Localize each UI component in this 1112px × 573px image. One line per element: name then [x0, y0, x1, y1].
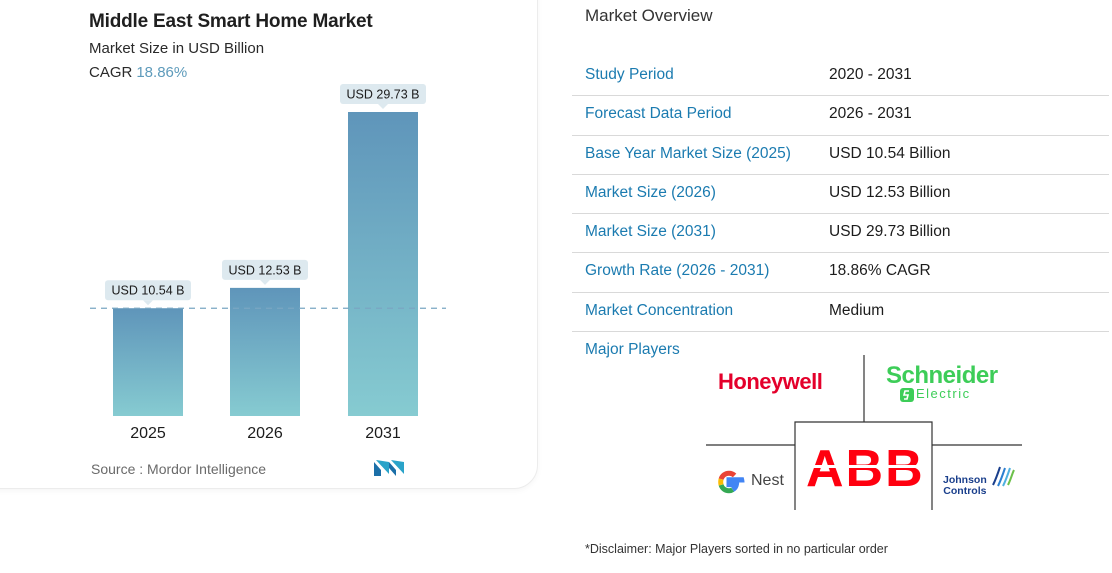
- abb-logo: ABB: [806, 440, 925, 498]
- google-g-icon: [718, 470, 745, 494]
- cagr-value: 18.86%: [136, 64, 188, 81]
- bar-chart: USD 10.54 B 2025 USD 12.53 B 2026 USD 29.73 …: [90, 84, 446, 442]
- overview-value: USD 10.54 Billion: [829, 144, 951, 162]
- overview-value: Medium: [829, 301, 885, 319]
- schneider-logo-sub: Electric: [916, 386, 971, 401]
- data-label-2031: USD 29.73 B: [340, 84, 426, 109]
- overview-label: Study Period: [585, 66, 674, 83]
- overview-row: Growth Rate (2026 - 2031) 18.86% CAGR: [572, 253, 1109, 293]
- data-label-2026: USD 12.53 B: [222, 259, 308, 285]
- overview-value: USD 29.73 Billion: [829, 223, 951, 241]
- overview-row: Study Period 2020 - 2031: [572, 57, 1109, 97]
- nest-logo: Nest: [751, 472, 784, 489]
- johnson-controls-mark-icon: [992, 466, 1015, 487]
- johnson-logo-line1: Johnson: [943, 474, 987, 486]
- mordor-intelligence-logo-icon: [374, 460, 404, 476]
- abb-logo-stripe: [806, 465, 920, 468]
- overview-label: Forecast Data Period: [585, 105, 732, 123]
- overview-row: Base Year Market Size (2025) USD 10.54 B…: [572, 136, 1109, 175]
- schneider-logo: Schneider: [886, 362, 998, 389]
- overview-label: Growth Rate (2026 - 2031): [585, 262, 770, 280]
- bar-2031: [348, 112, 418, 416]
- overview-label: Base Year Market Size (2025): [585, 144, 791, 162]
- bar-2025: [113, 308, 183, 416]
- players-logo-grid: [706, 355, 1022, 510]
- svg-text:USD 10.54 B: USD 10.54 B: [112, 284, 185, 298]
- overview-row: Market Concentration Medium: [572, 293, 1109, 333]
- overview-table: Study Period 2020 - 2031 Forecast Data P…: [572, 57, 1109, 333]
- cagr-label: CAGR: [89, 64, 133, 81]
- chart-title: Middle East Smart Home Market: [89, 11, 373, 32]
- chart-subtitle: Market Size in USD Billion: [89, 40, 265, 57]
- cagr-line: CAGR 18.86%: [89, 64, 187, 81]
- schneider-mark-icon: [900, 388, 914, 402]
- major-players-label: Major Players: [585, 341, 680, 358]
- overview-value: 18.86% CAGR: [829, 262, 931, 280]
- data-label-2025: USD 10.54 B: [105, 280, 191, 306]
- svg-text:USD 29.73 B: USD 29.73 B: [347, 88, 420, 102]
- overview-label: Market Size (2031): [585, 223, 716, 241]
- johnson-logo-line2: Controls: [943, 485, 987, 497]
- overview-row: Market Size (2031) USD 29.73 Billion: [572, 214, 1109, 254]
- bar-2026: [230, 287, 300, 416]
- overview-heading: Market Overview: [585, 6, 713, 25]
- overview-row: Forecast Data Period 2026 - 2031: [572, 96, 1109, 136]
- overview-value: USD 12.53 Billion: [829, 183, 951, 201]
- overview-value: 2026 - 2031: [829, 105, 912, 123]
- svg-text:USD 12.53 B: USD 12.53 B: [229, 263, 302, 277]
- johnson-controls-logo: Johnson Controls: [943, 475, 987, 497]
- x-tick-label: 2026: [247, 425, 283, 442]
- overview-label: Market Size (2026): [585, 183, 716, 201]
- x-tick-label: 2031: [365, 425, 401, 442]
- overview-row: Market Size (2026) USD 12.53 Billion: [572, 175, 1109, 215]
- overview-label: Market Concentration: [585, 301, 734, 319]
- honeywell-logo: Honeywell: [718, 369, 823, 394]
- chart-source: Source : Mordor Intelligence: [91, 461, 267, 477]
- x-tick-label: 2025: [130, 425, 166, 442]
- overview-value: 2020 - 2031: [829, 66, 912, 83]
- disclaimer-text: *Disclaimer: Major Players sorted in no …: [585, 542, 888, 556]
